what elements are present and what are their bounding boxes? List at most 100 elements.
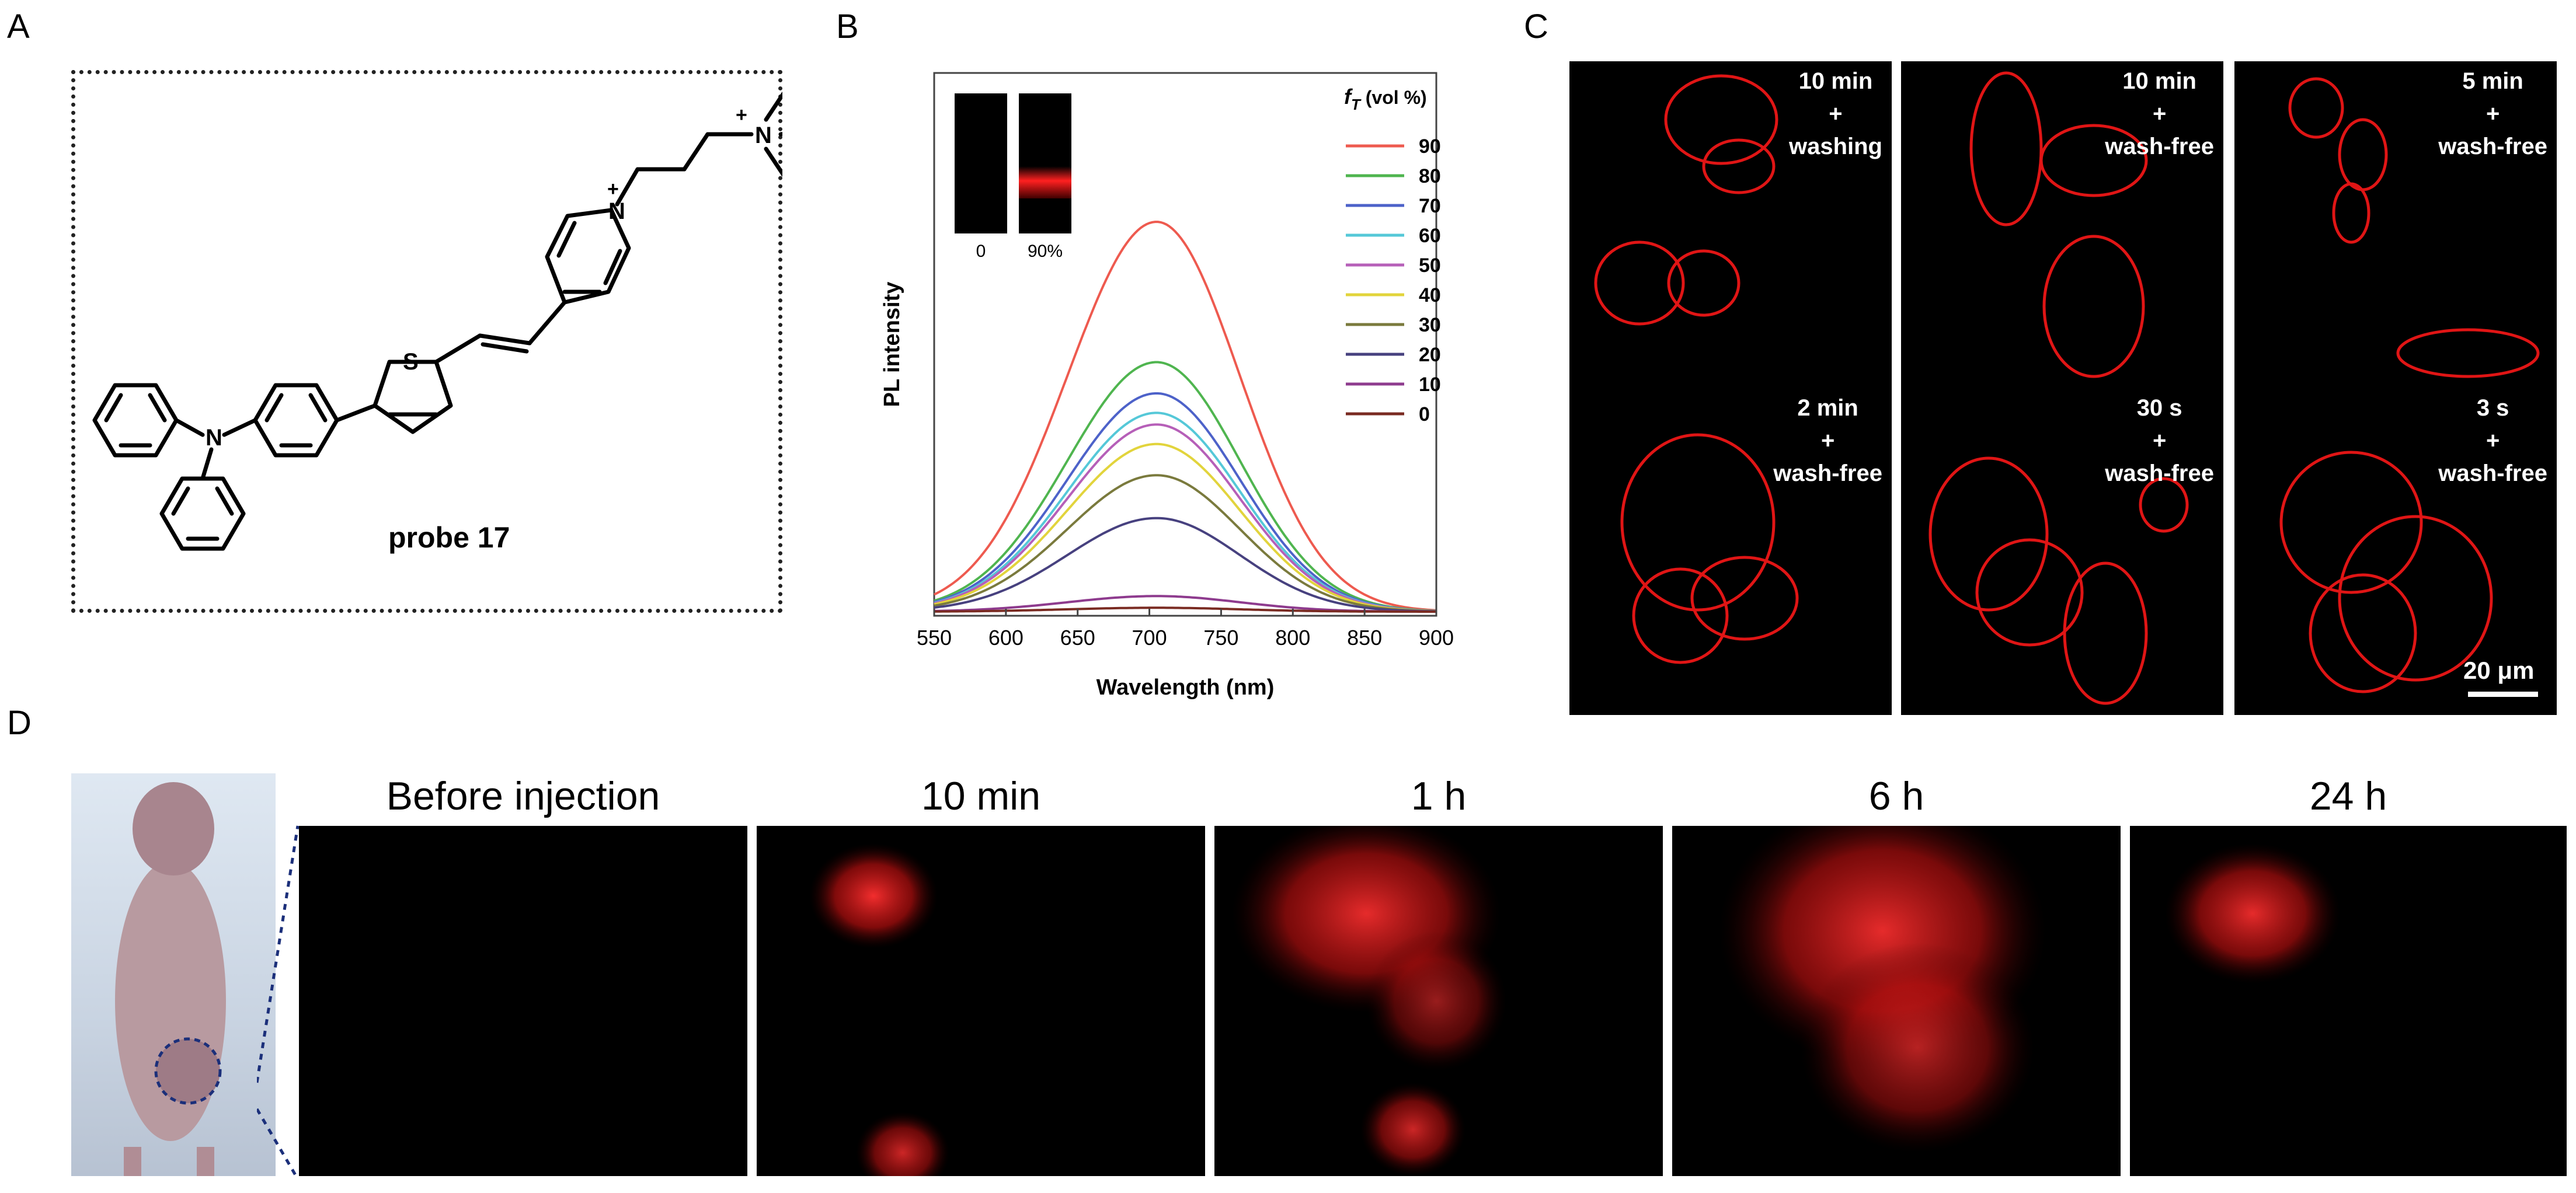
legend-label-10: 10 — [1419, 374, 1441, 396]
probe-label: probe 17 — [388, 521, 510, 554]
cell-caption-line: + — [2486, 101, 2500, 127]
probe-17-structure — [92, 92, 782, 551]
fluorescence-signal — [856, 1112, 949, 1176]
cell-caption: 30 s + wash-free — [2105, 392, 2214, 490]
cell-membrane — [1928, 456, 2049, 612]
panel-b-label: B — [836, 8, 859, 46]
scale-bar-label: 20 μm — [2463, 657, 2535, 684]
x-tick-label: 550 — [917, 626, 952, 650]
legend-label-20: 20 — [1419, 344, 1441, 366]
x-tick-label: 850 — [1347, 626, 1382, 650]
in-vivo-image-0 — [299, 826, 747, 1176]
legend: 90 80 70 60 50 40 30 20 10 0 — [1346, 135, 1441, 425]
cell-caption-line: wash-free — [2438, 461, 2547, 486]
plot-frame — [933, 72, 1437, 617]
x-tick-label: 900 — [1419, 626, 1454, 650]
cell-caption-line: wash-free — [2105, 461, 2214, 486]
panel-a-label: A — [7, 8, 30, 46]
inset-label-0: 0 — [976, 242, 986, 261]
cell-caption-line: + — [2152, 101, 2167, 127]
probe-structure-frame — [71, 70, 782, 613]
cell-caption-line: wash-free — [2105, 134, 2214, 159]
zoom-lines — [257, 825, 300, 1180]
x-tick-label: 650 — [1060, 626, 1095, 650]
cell-caption-line: wash-free — [1773, 461, 1882, 486]
fluorescence-signal — [1366, 931, 1506, 1071]
legend-label-80: 80 — [1419, 165, 1441, 187]
fluorescence-signal — [1360, 1083, 1465, 1176]
time-label-4: 24 h — [2309, 774, 2387, 818]
cell-membrane — [1620, 433, 1776, 612]
time-label-0: Before injection — [386, 774, 660, 818]
inset-vial-90 — [1019, 93, 1071, 233]
y-axis-label: PL intensity — [880, 282, 904, 407]
cell-caption-line: + — [2152, 428, 2167, 454]
in-vivo-image-4 — [2130, 826, 2567, 1176]
thiophene-ring — [373, 360, 453, 434]
pl-spectrum-chart: 550 600 650 700 750 800 850 900 Wavelength (nm)… — [880, 72, 1454, 700]
pyridinium-ring — [545, 208, 631, 305]
cell-caption: 3 s + wash-free — [2438, 392, 2547, 490]
cell-caption-line: + — [2486, 428, 2500, 454]
cell-membrane — [2396, 328, 2540, 378]
cell-caption-line: 3 s — [2476, 395, 2509, 421]
cell-caption-line: wash-free — [2438, 134, 2547, 159]
cell-image-3: 5 min + wash-free — [2234, 61, 2557, 388]
cell-caption: 2 min + wash-free — [1773, 392, 1882, 490]
sulfur-atom: S — [403, 349, 419, 375]
legend-label-60: 60 — [1419, 225, 1441, 247]
panel-d-label: D — [7, 704, 32, 742]
legend-label-50: 50 — [1419, 254, 1441, 277]
spectrum-line-80 — [934, 361, 1437, 612]
in-vivo-image-1 — [757, 826, 1205, 1176]
cell-membrane — [2039, 124, 2148, 197]
cell-membrane — [2338, 515, 2493, 682]
cell-membrane — [1594, 240, 1685, 326]
spectrum-line-20 — [934, 517, 1436, 613]
legend-title: fT (vol %) — [1344, 85, 1427, 113]
cell-membrane — [1969, 71, 2043, 226]
cell-membrane — [1664, 74, 1778, 165]
cell-caption-line: + — [1820, 428, 1835, 454]
cell-membrane — [1667, 249, 1740, 317]
x-tick-label: 600 — [988, 626, 1024, 650]
legend-label-40: 40 — [1419, 284, 1441, 306]
n-ammonium-atom: N — [755, 123, 772, 148]
n-amine-atom: N — [206, 425, 222, 451]
cell-membrane — [2279, 451, 2423, 594]
cell-caption-line: + — [1829, 101, 1843, 127]
cell-caption-line: 2 min — [1797, 395, 1858, 421]
cell-membrane — [1975, 538, 2084, 647]
fluorescence-signal — [1801, 943, 2034, 1153]
time-label-1: 10 min — [921, 774, 1041, 818]
cell-image-1: 10 min + washing — [1569, 61, 1892, 388]
cell-membrane — [2139, 477, 2189, 533]
mouse-photo — [71, 773, 276, 1176]
cell-image-5: 30 s + wash-free — [1901, 388, 2223, 715]
cell-caption: 10 min + wash-free — [2105, 65, 2214, 163]
cell-membrane — [2332, 182, 2370, 244]
x-tick-label: 700 — [1132, 626, 1167, 650]
cell-membrane — [2309, 573, 2417, 693]
cell-membrane — [2042, 235, 2145, 378]
in-vivo-image-3 — [1672, 826, 2121, 1176]
cell-membrane — [2288, 77, 2344, 139]
ammonium-charge: + — [736, 104, 747, 126]
fluorescence-signal — [809, 843, 938, 948]
time-label-3: 6 h — [1868, 774, 1924, 818]
pyridinium-charge: + — [607, 178, 619, 200]
cell-caption-line: washing — [1788, 134, 1882, 159]
cell-caption-line: 10 min — [2122, 68, 2196, 94]
cell-membrane — [2338, 118, 2388, 191]
cell-caption-line: 10 min — [1798, 68, 1873, 94]
cell-caption: 10 min + washing — [1789, 65, 1882, 163]
spectrum-line-50 — [934, 423, 1437, 612]
scale-bar — [2468, 692, 2538, 697]
in-vivo-image-2 — [1214, 826, 1663, 1176]
n-pyridinium-atom: N — [608, 198, 625, 224]
legend-label-0: 0 — [1419, 403, 1430, 425]
cell-image-2: 10 min + wash-free — [1901, 61, 2223, 388]
cell-membrane — [1632, 567, 1729, 664]
spectrum-curves — [934, 221, 1437, 613]
time-label-2: 1 h — [1411, 774, 1467, 818]
